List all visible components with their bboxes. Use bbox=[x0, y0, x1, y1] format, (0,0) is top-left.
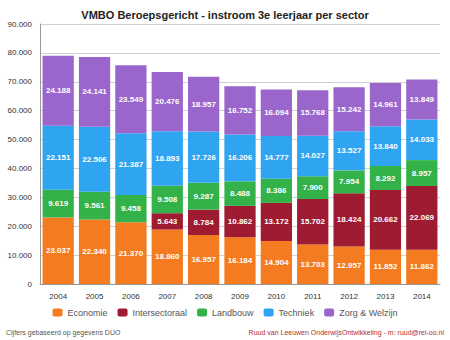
svg-text:24.141: 24.141 bbox=[82, 87, 107, 96]
svg-text:40.000: 40.000 bbox=[8, 164, 33, 173]
svg-text:0: 0 bbox=[28, 280, 33, 289]
svg-text:16.184: 16.184 bbox=[228, 256, 253, 265]
svg-text:14.777: 14.777 bbox=[264, 153, 289, 162]
svg-text:2010: 2010 bbox=[267, 292, 285, 301]
svg-text:18.957: 18.957 bbox=[191, 100, 216, 109]
svg-text:9.458: 9.458 bbox=[121, 204, 142, 213]
svg-text:8.386: 8.386 bbox=[266, 186, 287, 195]
svg-text:16.206: 16.206 bbox=[228, 153, 253, 162]
svg-text:10.000: 10.000 bbox=[8, 251, 33, 260]
svg-text:80.000: 80.000 bbox=[8, 48, 33, 57]
svg-text:14.961: 14.961 bbox=[373, 100, 398, 109]
svg-text:Economie: Economie bbox=[68, 308, 108, 318]
svg-text:2007: 2007 bbox=[158, 292, 176, 301]
svg-text:22.506: 22.506 bbox=[82, 155, 107, 164]
svg-text:11.862: 11.862 bbox=[410, 262, 435, 271]
svg-text:Intersectoraal: Intersectoraal bbox=[133, 308, 188, 318]
svg-text:20.476: 20.476 bbox=[155, 97, 180, 106]
svg-text:24.188: 24.188 bbox=[46, 86, 71, 95]
svg-text:2008: 2008 bbox=[195, 292, 213, 301]
svg-text:2012: 2012 bbox=[340, 292, 358, 301]
svg-text:Ruud van Leeuwen OnderwijsOntw: Ruud van Leeuwen OnderwijsOntwikkeling -… bbox=[249, 329, 445, 337]
svg-text:Cijfers gebaseerd op gegevens: Cijfers gebaseerd op gegevens DUO bbox=[6, 329, 121, 337]
svg-text:23.037: 23.037 bbox=[46, 246, 71, 255]
svg-text:Techniek: Techniek bbox=[279, 308, 315, 318]
svg-text:14.027: 14.027 bbox=[300, 151, 325, 160]
svg-text:90.000: 90.000 bbox=[8, 20, 33, 29]
svg-text:21.370: 21.370 bbox=[119, 249, 144, 258]
svg-text:2006: 2006 bbox=[122, 292, 140, 301]
svg-text:2009: 2009 bbox=[231, 292, 249, 301]
svg-text:9.508: 9.508 bbox=[157, 195, 178, 204]
svg-text:8.488: 8.488 bbox=[230, 189, 251, 198]
svg-text:7.900: 7.900 bbox=[303, 183, 324, 192]
svg-text:13.703: 13.703 bbox=[300, 260, 325, 269]
svg-text:15.242: 15.242 bbox=[337, 105, 362, 114]
svg-text:8.292: 8.292 bbox=[375, 174, 396, 183]
svg-text:14.904: 14.904 bbox=[264, 258, 289, 267]
svg-text:22.340: 22.340 bbox=[82, 247, 107, 256]
svg-text:9.561: 9.561 bbox=[85, 201, 106, 210]
svg-text:10.862: 10.862 bbox=[228, 217, 253, 226]
svg-text:15.702: 15.702 bbox=[300, 217, 325, 226]
svg-text:2011: 2011 bbox=[304, 292, 322, 301]
svg-text:9.619: 9.619 bbox=[48, 199, 69, 208]
svg-text:18.893: 18.893 bbox=[155, 154, 180, 163]
svg-text:Zorg & Welzijn: Zorg & Welzijn bbox=[339, 308, 397, 318]
svg-text:14.033: 14.033 bbox=[410, 135, 435, 144]
svg-text:VMBO Beroepsgericht - instroom: VMBO Beroepsgericht - instroom 3e leerja… bbox=[81, 9, 369, 21]
svg-text:50.000: 50.000 bbox=[8, 135, 33, 144]
svg-text:17.726: 17.726 bbox=[191, 153, 216, 162]
svg-text:13.172: 13.172 bbox=[264, 217, 289, 226]
svg-text:60.000: 60.000 bbox=[8, 106, 33, 115]
svg-text:13.527: 13.527 bbox=[337, 146, 362, 155]
svg-text:11.852: 11.852 bbox=[373, 262, 398, 271]
svg-text:22.151: 22.151 bbox=[46, 153, 71, 162]
svg-text:2014: 2014 bbox=[413, 292, 431, 301]
svg-text:2005: 2005 bbox=[86, 292, 104, 301]
svg-text:2013: 2013 bbox=[377, 292, 395, 301]
svg-text:18.860: 18.860 bbox=[155, 252, 180, 261]
svg-text:21.387: 21.387 bbox=[119, 160, 144, 169]
svg-text:30.000: 30.000 bbox=[8, 193, 33, 202]
svg-text:8.784: 8.784 bbox=[194, 218, 215, 227]
svg-text:13.840: 13.840 bbox=[373, 142, 398, 151]
svg-text:5.643: 5.643 bbox=[157, 217, 178, 226]
svg-text:70.000: 70.000 bbox=[8, 77, 33, 86]
svg-text:8.957: 8.957 bbox=[412, 169, 433, 178]
svg-text:16.957: 16.957 bbox=[191, 255, 216, 264]
svg-text:2004: 2004 bbox=[49, 292, 67, 301]
svg-text:22.069: 22.069 bbox=[410, 213, 435, 222]
svg-text:9.287: 9.287 bbox=[194, 192, 215, 201]
svg-text:7.954: 7.954 bbox=[339, 177, 360, 186]
svg-text:Landbouw: Landbouw bbox=[212, 308, 254, 318]
svg-text:18.424: 18.424 bbox=[337, 215, 362, 224]
svg-text:16.094: 16.094 bbox=[264, 108, 289, 117]
svg-text:15.768: 15.768 bbox=[300, 108, 325, 117]
svg-text:13.849: 13.849 bbox=[410, 95, 435, 104]
svg-text:20.662: 20.662 bbox=[373, 215, 398, 224]
svg-text:20.000: 20.000 bbox=[8, 222, 33, 231]
svg-text:23.549: 23.549 bbox=[119, 95, 144, 104]
svg-text:16.752: 16.752 bbox=[228, 106, 253, 115]
svg-text:12.957: 12.957 bbox=[337, 261, 362, 270]
